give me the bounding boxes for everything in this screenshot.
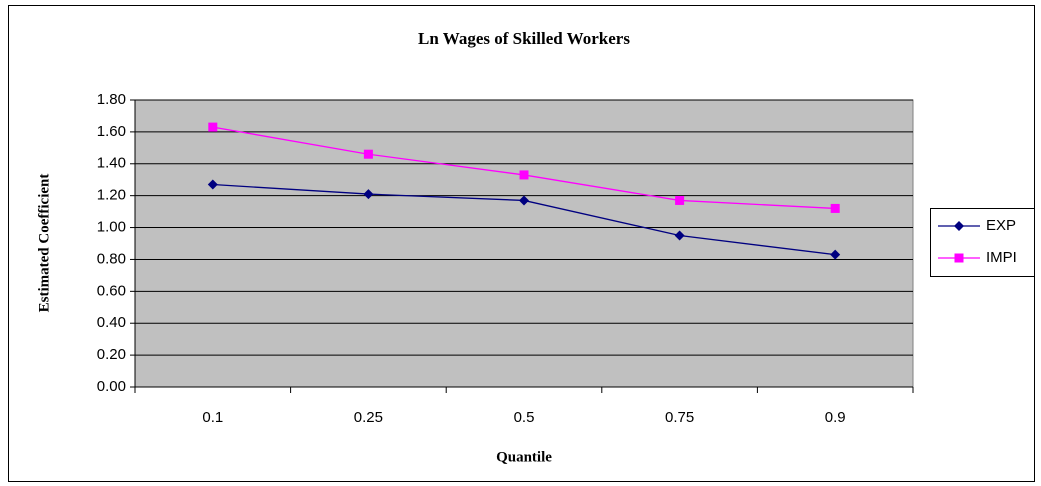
marker [830, 249, 841, 260]
plot-area [134, 99, 914, 388]
y-tick-label: 1.00 [97, 219, 126, 236]
marker [208, 122, 218, 132]
x-tick-label: 0.25 [354, 409, 383, 426]
y-tick-label: 0.00 [97, 378, 126, 395]
marker [954, 253, 964, 263]
y-tick-label: 0.40 [97, 314, 126, 331]
marker [519, 170, 529, 180]
y-tick-label: 1.20 [97, 187, 126, 204]
chart-title: Ln Wages of Skilled Workers [418, 29, 630, 48]
marker [830, 203, 840, 213]
y-tick-label: 1.80 [97, 91, 126, 108]
x-tick-label: 0.9 [825, 409, 846, 426]
y-tick-label: 0.80 [97, 250, 126, 267]
marker [363, 149, 373, 159]
x-tick-label: 0.1 [202, 409, 223, 426]
x-axis-label: Quantile [496, 449, 552, 465]
legend-label: IMPI [986, 249, 1017, 266]
x-tick-label: 0.75 [665, 409, 694, 426]
marker [207, 179, 218, 190]
marker [363, 189, 374, 200]
legend [930, 208, 1035, 277]
marker [954, 221, 964, 231]
y-tick-label: 0.20 [97, 346, 126, 363]
marker [674, 230, 685, 241]
y-tick-label: 1.40 [97, 155, 126, 172]
y-axis-label: Estimated Coefficient [36, 174, 52, 313]
y-tick-label: 0.60 [97, 282, 126, 299]
legend-label: EXP [986, 217, 1016, 234]
y-tick-label: 1.60 [97, 123, 126, 140]
marker [675, 195, 685, 205]
marker [519, 195, 529, 206]
x-tick-label: 0.5 [514, 409, 535, 426]
